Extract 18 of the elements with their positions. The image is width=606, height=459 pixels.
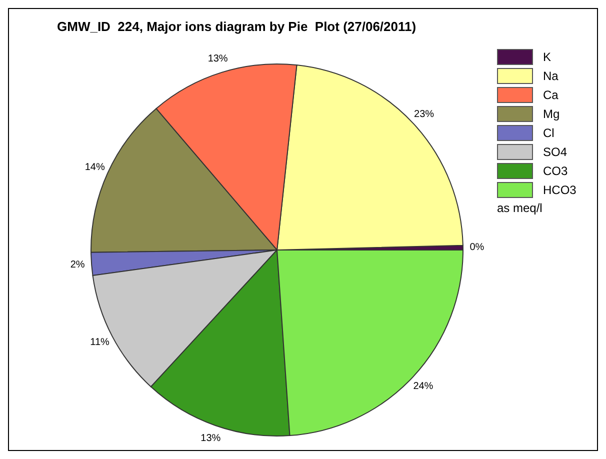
legend-label: Mg [543, 106, 560, 120]
legend-label: SO4 [543, 144, 568, 158]
text: as meq/l [497, 201, 544, 215]
legend-label: Ca [543, 88, 558, 102]
data-label: 0% [470, 242, 484, 253]
legend-label: CO3 [543, 164, 568, 178]
data-label: 14% [84, 162, 105, 173]
data-label: 23% [414, 108, 434, 120]
data-label: 24% [413, 380, 434, 392]
legend-label: Na [543, 68, 558, 82]
chart-title: GMW_ID 224, Major ions diagram by Pie Plot (27/06/2011) [57, 19, 416, 34]
legend-label: Cl [543, 126, 554, 140]
legend-label: HCO3 [543, 182, 576, 196]
data-label: 2% [70, 260, 85, 271]
data-label: 13% [200, 433, 221, 444]
legend-label: K [543, 50, 552, 64]
data-label: 11% [90, 337, 110, 348]
data-label: 13% [208, 53, 228, 64]
